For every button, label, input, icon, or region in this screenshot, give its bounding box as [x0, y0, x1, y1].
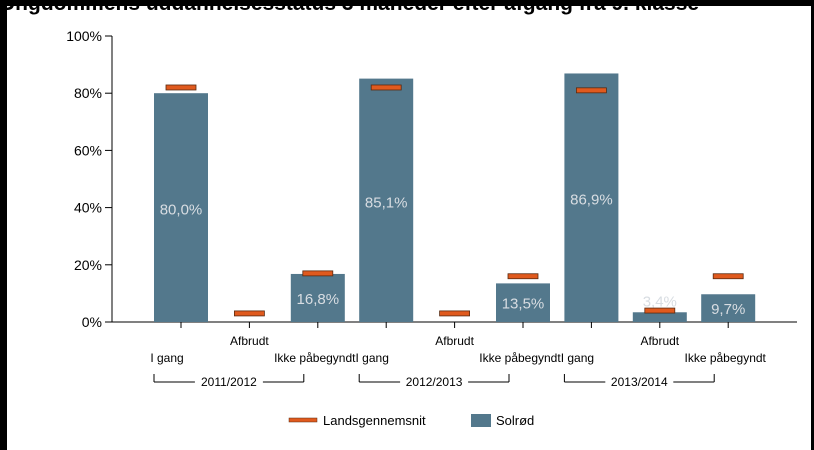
group-label-bg — [400, 374, 469, 388]
y-tick-label: 20% — [74, 257, 102, 273]
average-marker — [507, 273, 539, 280]
bar-value-label: 16,8% — [297, 291, 340, 308]
average-marker — [439, 310, 471, 317]
bar-value-label: 9,7% — [711, 301, 745, 318]
frame-right-border — [811, 0, 814, 450]
bar-solrod — [290, 273, 345, 322]
category-label: I gang — [150, 351, 183, 365]
bar-value-label: 85,1% — [365, 194, 408, 211]
legend-average-label: Landsgennemsnit — [323, 413, 426, 428]
y-tick-label: 60% — [74, 142, 102, 158]
category-label: Ikke påbegyndt — [274, 351, 356, 365]
average-marker — [233, 310, 265, 317]
bar-solrod — [632, 312, 687, 322]
bar-solrod — [154, 93, 208, 322]
bar-solrod — [564, 73, 619, 322]
bar-value-label: 80,0% — [160, 202, 203, 219]
y-tick-label: 40% — [74, 200, 102, 216]
frame-left-border — [0, 0, 7, 450]
group-label: 2011/2012 — [201, 375, 257, 389]
bar-value-label: 3,4% — [643, 293, 677, 310]
group-label-bg — [194, 374, 263, 388]
bar-solrod — [496, 283, 550, 322]
page-title: Ungdommens uddannelsesstatus 3 måneder e… — [0, 0, 700, 15]
category-label: I gang — [356, 351, 389, 365]
y-tick-label: 100% — [66, 28, 102, 44]
category-label: Afbrudt — [435, 334, 474, 348]
bar-value-label: 13,5% — [502, 296, 545, 313]
legend-average-swatch — [288, 417, 318, 423]
average-marker — [644, 307, 676, 314]
average-marker — [165, 84, 197, 91]
average-marker — [576, 87, 607, 94]
category-label: Ikke påbegyndt — [479, 351, 561, 365]
category-label: I gang — [561, 351, 594, 365]
category-label: Afbrudt — [230, 334, 269, 348]
bar-solrod — [359, 78, 414, 322]
average-marker — [302, 270, 334, 277]
group-label-bg — [605, 374, 674, 388]
group-label: 2013/2014 — [611, 375, 668, 389]
legend-solrod-swatch — [471, 414, 491, 427]
average-marker — [370, 84, 402, 91]
y-tick-label: 0% — [82, 314, 102, 330]
category-label: Afbrudt — [640, 334, 679, 348]
bar-value-label: 86,9% — [570, 192, 613, 209]
category-label: Ikke påbegyndt — [684, 351, 766, 365]
y-tick-label: 80% — [74, 85, 102, 101]
average-marker — [712, 273, 744, 280]
group-label: 2012/2013 — [406, 375, 463, 389]
frame-top-border — [0, 0, 814, 6]
legend-solrod-label: Solrød — [496, 413, 534, 428]
bar-solrod — [701, 294, 756, 322]
